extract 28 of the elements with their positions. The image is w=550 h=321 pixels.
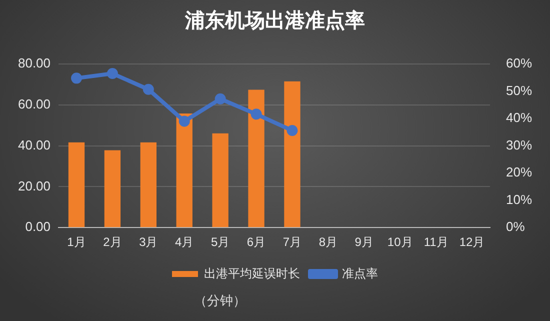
text: （分钟）: [194, 294, 246, 309]
chart-title: 浦东机场出港准点率: [184, 8, 365, 32]
y2-tick-label: 20%: [506, 164, 532, 180]
y2-tick-label: 60%: [506, 56, 532, 71]
x-tick-label: 9月: [354, 235, 374, 250]
y-tick-label: 80.00: [18, 56, 51, 71]
y2-tick-label: 30%: [506, 137, 532, 152]
x-tick-label: 3月: [139, 235, 158, 250]
y2-tick-label: 10%: [506, 192, 532, 207]
x-tick-label: 2月: [103, 235, 122, 250]
y-tick-label: 20.00: [18, 178, 51, 194]
y-tick-label: 60.00: [18, 96, 51, 112]
x-tick-label: 12月: [459, 235, 485, 250]
x-tick-label: 8月: [318, 235, 338, 250]
y2-tick-label: 50%: [506, 82, 532, 98]
y2-tick-label: 0%: [506, 219, 526, 234]
x-tick-label: 11月: [424, 235, 448, 250]
x-tick-label: 7月: [282, 235, 302, 250]
y2-tick-label: 40%: [506, 110, 532, 126]
x-tick-label: 6月: [246, 235, 266, 250]
x-tick-label: 5月: [210, 235, 230, 250]
y-tick-label: 0.00: [25, 219, 51, 234]
x-tick-label: 10月: [387, 235, 413, 250]
y-tick-label: 40.00: [18, 137, 51, 152]
legend-label: 出港平均延误时长: [204, 266, 300, 280]
x-tick-label: 4月: [175, 235, 194, 250]
legend-label: 准点率: [342, 266, 378, 280]
x-tick-label: 1月: [67, 235, 86, 250]
